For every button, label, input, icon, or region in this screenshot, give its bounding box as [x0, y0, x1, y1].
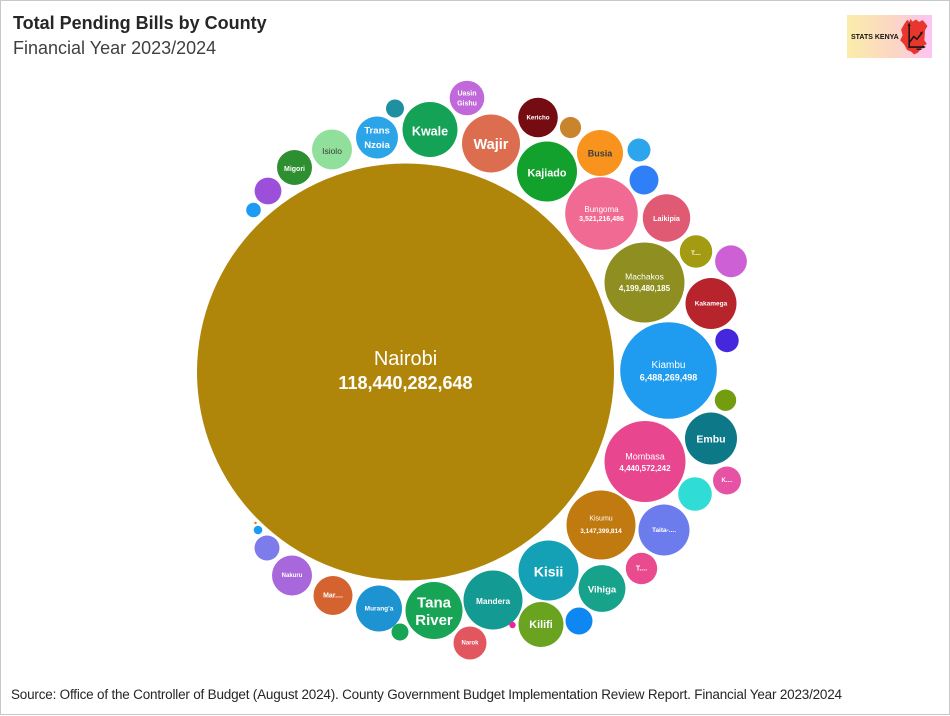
- svg-text:Gishu: Gishu: [457, 100, 477, 107]
- svg-text:Bungoma: Bungoma: [584, 205, 619, 214]
- svg-text:Taita-....: Taita-....: [652, 527, 676, 534]
- svg-text:Mandera: Mandera: [476, 596, 511, 606]
- svg-text:3,521,216,486: 3,521,216,486: [579, 216, 624, 223]
- svg-text:118,440,282,648: 118,440,282,648: [338, 373, 472, 393]
- svg-text:K....: K....: [721, 478, 732, 484]
- svg-text:Mombasa: Mombasa: [625, 451, 665, 461]
- svg-text:Uasin: Uasin: [457, 91, 476, 98]
- svg-text:Embu: Embu: [696, 434, 725, 446]
- svg-text:Kisii: Kisii: [534, 564, 564, 580]
- svg-text:Kwale: Kwale: [412, 125, 448, 139]
- svg-text:Kiambu: Kiambu: [652, 360, 686, 371]
- svg-text:Nairobi: Nairobi: [374, 348, 437, 370]
- svg-text:Kericho: Kericho: [526, 115, 549, 122]
- svg-text:Vihiga: Vihiga: [588, 585, 617, 596]
- svg-text:Nakuru: Nakuru: [282, 573, 303, 579]
- svg-text:Wajir: Wajir: [474, 137, 509, 153]
- svg-text:Busia: Busia: [588, 149, 614, 159]
- svg-text:Narok: Narok: [461, 641, 479, 647]
- svg-text:3,147,399,814: 3,147,399,814: [580, 528, 622, 535]
- svg-text:Machakos: Machakos: [625, 272, 664, 282]
- svg-text:4,199,480,185: 4,199,480,185: [619, 284, 671, 293]
- svg-text:T....: T....: [691, 251, 701, 257]
- svg-text:Kilifi: Kilifi: [529, 619, 552, 631]
- svg-text:River: River: [415, 612, 453, 629]
- svg-text:Tana: Tana: [417, 595, 452, 612]
- svg-text:Trans: Trans: [364, 126, 390, 137]
- svg-text:Laikipia: Laikipia: [653, 214, 681, 223]
- svg-text:4,440,572,242: 4,440,572,242: [619, 464, 671, 473]
- svg-text:Mar....: Mar....: [323, 593, 343, 600]
- svg-text:T....: T....: [636, 566, 647, 573]
- svg-text:Kajiado: Kajiado: [528, 168, 567, 180]
- svg-text:Kisumu: Kisumu: [589, 516, 612, 523]
- svg-text:Isiolo: Isiolo: [322, 146, 342, 156]
- svg-text:Kakamega: Kakamega: [695, 301, 728, 308]
- svg-text:Nzoia: Nzoia: [364, 140, 390, 151]
- svg-text:Migori: Migori: [284, 166, 305, 173]
- svg-text:Murang'a: Murang'a: [365, 606, 394, 613]
- svg-text:6,488,269,498: 6,488,269,498: [640, 373, 698, 383]
